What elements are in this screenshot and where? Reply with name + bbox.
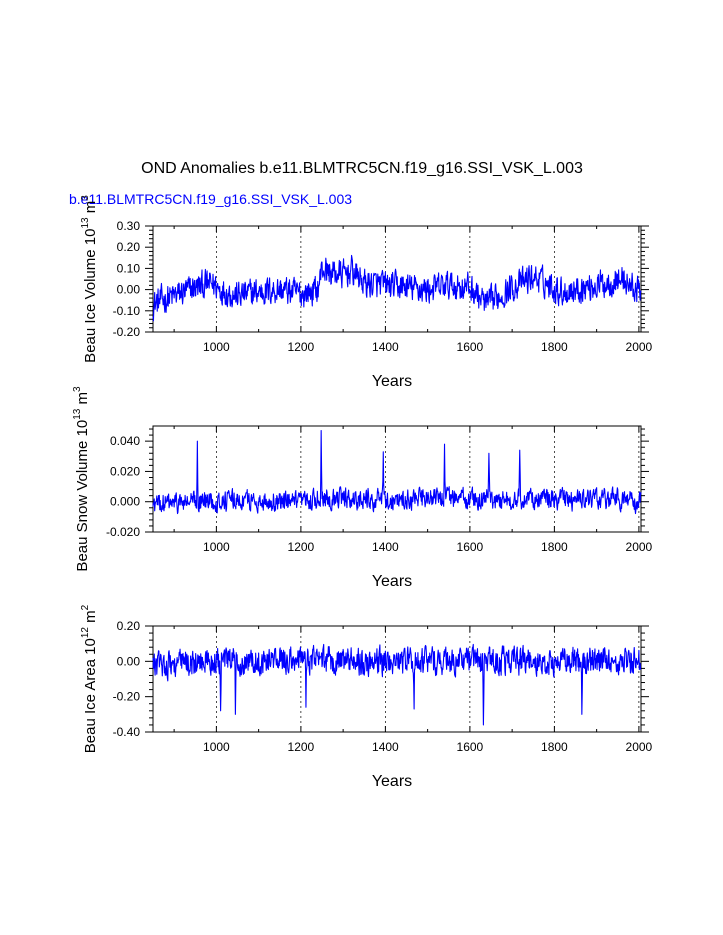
legend-label: b.e11.BLMTRC5CN.f19_g16.SSI_VSK_L.003	[69, 191, 352, 207]
y-tick-label: -0.40	[113, 725, 141, 739]
x-tick-label: 1000	[203, 540, 230, 554]
y-axis-label: Beau Snow Volume 1013 m3	[72, 386, 91, 572]
x-tick-label: 1400	[372, 340, 399, 354]
series-group	[152, 429, 642, 515]
series-line	[152, 429, 642, 515]
y-tick-label: 0.040	[110, 434, 140, 448]
plot-frame	[152, 625, 642, 733]
y-axis-label-exponent: 13	[80, 217, 91, 229]
x-tick-label: 1800	[541, 740, 568, 754]
y-tick-label: 0.20	[117, 240, 141, 254]
x-tick-label: 2000	[626, 740, 653, 754]
x-ticks: 1000 1200 1400 1600 1800 2000	[173, 426, 653, 554]
y-axis-label-unit-exponent: 3	[80, 195, 91, 201]
y-tick-label: -0.20	[113, 325, 141, 339]
y-axis-label-unit: m	[82, 201, 99, 218]
x-tick-label: 1200	[288, 540, 315, 554]
y-axis-label-exponent: 13	[72, 408, 83, 420]
y-tick-label: 0.10	[117, 261, 141, 275]
plot-frame	[152, 225, 642, 333]
x-axis-label: Years	[372, 773, 412, 790]
series-line	[152, 254, 642, 322]
grid-lines	[216, 426, 640, 532]
ice-area-panel: -0.40 -0.20 0.00 0.20 1000 1200 1400 1600 1800 2…	[80, 604, 653, 790]
x-tick-label: 1200	[288, 340, 315, 354]
y-axis-label-text: Beau Snow Volume 10	[74, 420, 91, 572]
x-tick-label: 1400	[372, 740, 399, 754]
y-tick-label: 0.00	[117, 654, 141, 668]
y-ticks: -0.40 -0.20 0.00 0.20	[113, 619, 649, 739]
y-axis-label: Beau Ice Area 1012 m2	[80, 604, 99, 753]
y-axis-label-unit: m	[74, 392, 91, 409]
y-axis-label-unit-exponent: 3	[72, 386, 83, 392]
series-group	[152, 643, 642, 726]
y-axis-label-unit: m	[82, 610, 99, 627]
y-axis-label-text: Beau Ice Area 10	[82, 638, 99, 753]
y-tick-label: -0.10	[113, 304, 141, 318]
x-ticks: 1000 1200 1400 1600 1800 2000	[173, 626, 653, 754]
y-axis-label: Beau Ice Volume 1013 m3	[80, 195, 99, 363]
snow-volume-panel: -0.020 0.000 0.020 0.040 1000 1200 1400 1600 18…	[72, 386, 653, 590]
x-tick-label: 1800	[541, 540, 568, 554]
grid-lines	[216, 226, 640, 332]
x-tick-label: 1400	[372, 540, 399, 554]
series-group	[152, 254, 642, 322]
x-tick-label: 2000	[626, 540, 653, 554]
y-axis-label-exponent: 12	[80, 627, 91, 639]
ice-volume-panel: -0.20-0.100.000.100.200.30 1000 1200 1400 1…	[80, 195, 653, 390]
x-tick-label: 1000	[203, 340, 230, 354]
x-tick-label: 1800	[541, 340, 568, 354]
x-tick-label: 1600	[457, 540, 484, 554]
y-tick-label: -0.20	[113, 690, 141, 704]
x-axis-label: Years	[372, 573, 412, 590]
grid-lines	[216, 626, 640, 732]
plot-frame	[152, 425, 642, 533]
y-tick-label: 0.020	[110, 464, 140, 478]
series-line	[152, 643, 642, 726]
x-axis-label: Years	[372, 373, 412, 390]
figure-title: OND Anomalies b.e11.BLMTRC5CN.f19_g16.SS…	[141, 160, 583, 177]
x-tick-label: 1600	[457, 740, 484, 754]
y-ticks: -0.20 -0.10 0.00 0.10 0.20 0.30	[113, 219, 649, 339]
x-ticks: 1000 1200 1400 1600 1800 2000	[173, 226, 653, 354]
x-tick-label: 1000	[203, 740, 230, 754]
y-tick-label: -0.020	[106, 525, 140, 539]
x-tick-label: 2000	[626, 340, 653, 354]
y-tick-label: 0.000	[110, 495, 140, 509]
x-tick-label: 1600	[457, 340, 484, 354]
x-tick-label: 1200	[288, 740, 315, 754]
y-axis-label-text: Beau Ice Volume 10	[82, 229, 99, 363]
y-tick-label: 0.30	[117, 219, 141, 233]
y-ticks: -0.020 0.000 0.020 0.040	[106, 428, 649, 539]
y-axis-label-unit-exponent: 2	[80, 604, 91, 610]
y-tick-label: 0.20	[117, 619, 141, 633]
y-tick-label: 0.00	[117, 283, 141, 297]
